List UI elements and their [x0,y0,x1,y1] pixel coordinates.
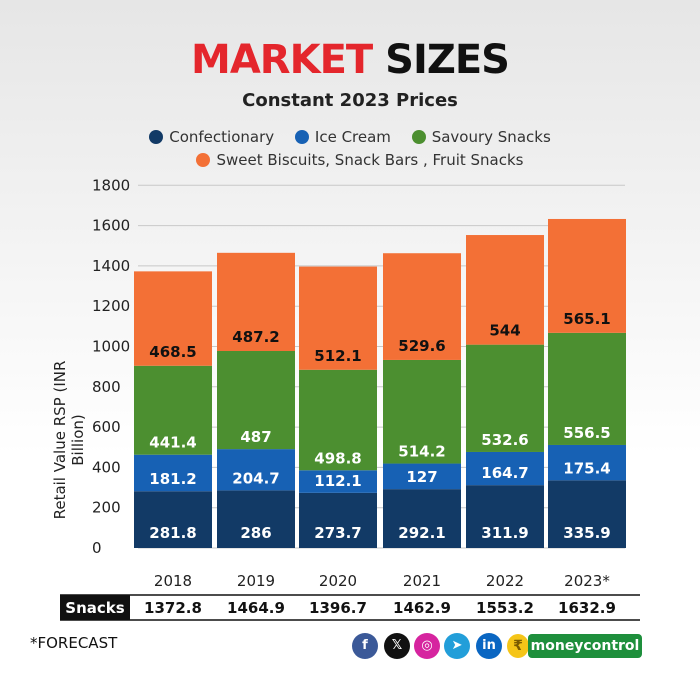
bar-segment-2023-1 [548,444,626,481]
data-label-2019-3: 487.2 [232,328,279,346]
y-tick-label-1800: 1800 [92,176,130,194]
bar-segment-2022-2 [466,344,544,452]
facebook-icon[interactable]: f [352,633,378,659]
instagram-icon[interactable]: ◎ [414,633,440,659]
y-tick-label-0: 0 [92,539,102,557]
data-label-2022-2: 532.6 [481,431,528,449]
bar-segment-2022-0 [466,485,544,548]
total-value-2019: 1464.9 [227,599,285,617]
y-tick-label-400: 400 [92,458,121,476]
bar-segment-2019-1 [217,449,295,491]
data-label-2018-2: 441.4 [149,434,196,452]
title-part2: SIZES [385,37,510,83]
x-tick-label-2020: 2020 [319,572,357,590]
bar-segment-2019-3 [217,252,295,351]
total-value-2023: 1632.9 [558,599,616,617]
y-tick-label-600: 600 [92,418,121,436]
bar-segment-2023-0 [548,480,626,548]
legend-label-ice-cream: Ice Cream [314,128,391,146]
totals-row-label: Snacks [65,599,124,617]
data-label-2018-0: 281.8 [149,524,196,542]
data-label-2019-0: 286 [240,524,271,542]
data-label-2019-2: 487 [240,428,271,446]
legend-swatch-ice-cream [294,130,309,144]
x-tick-label-2023: 2023* [564,572,610,590]
legend-label-savoury-snacks: Savoury Snacks [431,128,551,146]
telegram-icon[interactable]: ➤ [444,633,470,659]
bar-segment-2020-3 [299,266,377,370]
data-label-2020-0: 273.7 [314,524,361,542]
moneycontrol-logo[interactable]: moneycontrol [528,634,642,658]
bar-segment-2019-0 [217,490,295,548]
bar-segment-2018-1 [134,454,212,492]
x-tick-label-2021: 2021 [403,572,441,590]
data-label-2022-3: 544 [489,322,520,340]
x-icon[interactable]: 𝕏 [384,633,410,659]
data-label-2020-3: 512.1 [314,347,361,365]
bar-segment-2020-1 [299,470,377,493]
bar-segment-2021-0 [383,489,461,548]
data-label-2018-1: 181.2 [149,470,196,488]
y-tick-label-1400: 1400 [92,257,130,275]
bar-segment-2022-1 [466,451,544,486]
bar-segment-2020-2 [299,369,377,471]
data-label-2020-1: 112.1 [314,472,361,490]
data-label-2023-0: 335.9 [563,524,610,542]
data-label-2021-2: 514.2 [398,443,445,461]
bar-segment-2021-3 [383,253,461,360]
total-value-2022: 1553.2 [476,599,534,617]
linkedin-icon[interactable]: in [476,633,502,659]
legend-row-1: Confectionary Ice Cream Savoury Snacks [0,128,700,146]
data-label-2021-1: 127 [406,468,437,486]
legend-label-confectionary: Confectionary [169,128,275,146]
y-tick-label-800: 800 [92,378,121,396]
total-value-2018: 1372.8 [144,599,202,617]
total-value-2020: 1396.7 [309,599,367,617]
x-tick-label-2022: 2022 [486,572,524,590]
y-tick-label-1000: 1000 [92,338,130,356]
y-tick-label-200: 200 [92,499,121,517]
data-label-2022-0: 311.9 [481,524,528,542]
x-tick-label-2019: 2019 [237,572,275,590]
forecast-footnote: *FORECAST [30,634,118,652]
bar-segment-2018-2 [134,365,212,455]
moneycontrol-coin-icon: ₹ [507,634,529,658]
bar-segment-2023-3 [548,218,626,333]
legend-item-sweet-biscuits: Sweet Biscuits, Snack Bars , Fruit Snack… [196,151,524,169]
chart-subtitle: Constant 2023 Prices [242,90,458,111]
total-value-2021: 1462.9 [393,599,451,617]
legend-item-confectionary: Confectionary [149,128,274,146]
legend-swatch-confectionary [149,130,164,144]
bar-segment-2021-2 [383,359,461,464]
data-label-2023-2: 556.5 [563,424,610,442]
data-label-2023-3: 565.1 [563,310,610,328]
data-label-2018-3: 468.5 [149,343,196,361]
data-label-2019-1: 204.7 [232,469,279,487]
bar-segment-2022-3 [466,235,544,345]
legend-item-savoury-snacks: Savoury Snacks [411,128,551,146]
legend-item-ice-cream: Ice Cream [294,128,391,146]
legend-label-sweet-biscuits: Sweet Biscuits, Snack Bars , Fruit Snack… [216,151,524,169]
x-tick-label-2018: 2018 [154,572,192,590]
bar-segment-2018-3 [134,271,212,366]
bar-segment-2021-1 [383,463,461,490]
data-label-2021-3: 529.6 [398,337,445,355]
title-part1: MARKET [191,37,373,83]
data-label-2021-0: 292.1 [398,524,445,542]
bar-segment-2018-0 [134,491,212,548]
y-tick-label-1600: 1600 [92,217,130,235]
bar-segment-2023-2 [548,332,626,445]
totals-row-label-bg [60,595,130,620]
legend-swatch-sweet-biscuits [196,153,211,167]
chart-title: MARKET SIZES [0,36,700,84]
data-label-2020-2: 498.8 [314,449,361,467]
data-label-2023-1: 175.4 [563,459,610,477]
data-label-2022-1: 164.7 [481,464,528,482]
bar-segment-2020-0 [299,492,377,548]
legend-row-2: Sweet Biscuits, Snack Bars , Fruit Snack… [0,151,700,169]
y-tick-label-1200: 1200 [92,297,130,315]
bar-segment-2019-2 [217,350,295,450]
legend-swatch-savoury-snacks [411,130,426,144]
